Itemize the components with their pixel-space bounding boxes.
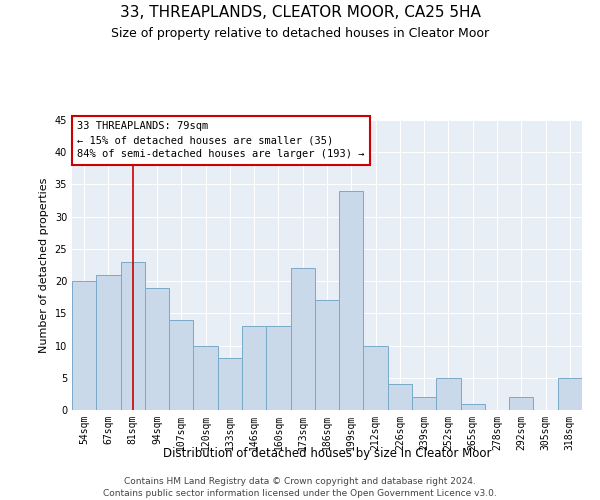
Y-axis label: Number of detached properties: Number of detached properties	[39, 178, 49, 352]
Text: 33, THREAPLANDS, CLEATOR MOOR, CA25 5HA: 33, THREAPLANDS, CLEATOR MOOR, CA25 5HA	[119, 5, 481, 20]
Bar	[266, 326, 290, 410]
Bar	[96, 274, 121, 410]
Text: 33 THREAPLANDS: 79sqm
← 15% of detached houses are smaller (35)
84% of semi-deta: 33 THREAPLANDS: 79sqm ← 15% of detached …	[77, 122, 365, 160]
Bar	[145, 288, 169, 410]
Bar	[461, 404, 485, 410]
Bar	[290, 268, 315, 410]
Bar	[558, 378, 582, 410]
Bar	[242, 326, 266, 410]
Bar	[339, 191, 364, 410]
Text: Contains HM Land Registry data © Crown copyright and database right 2024.
Contai: Contains HM Land Registry data © Crown c…	[103, 476, 497, 498]
Bar	[412, 397, 436, 410]
Bar	[364, 346, 388, 410]
Bar	[121, 262, 145, 410]
Bar	[72, 281, 96, 410]
Text: Distribution of detached houses by size in Cleator Moor: Distribution of detached houses by size …	[163, 448, 491, 460]
Bar	[315, 300, 339, 410]
Bar	[218, 358, 242, 410]
Bar	[388, 384, 412, 410]
Bar	[509, 397, 533, 410]
Text: Size of property relative to detached houses in Cleator Moor: Size of property relative to detached ho…	[111, 28, 489, 40]
Bar	[169, 320, 193, 410]
Bar	[193, 346, 218, 410]
Bar	[436, 378, 461, 410]
